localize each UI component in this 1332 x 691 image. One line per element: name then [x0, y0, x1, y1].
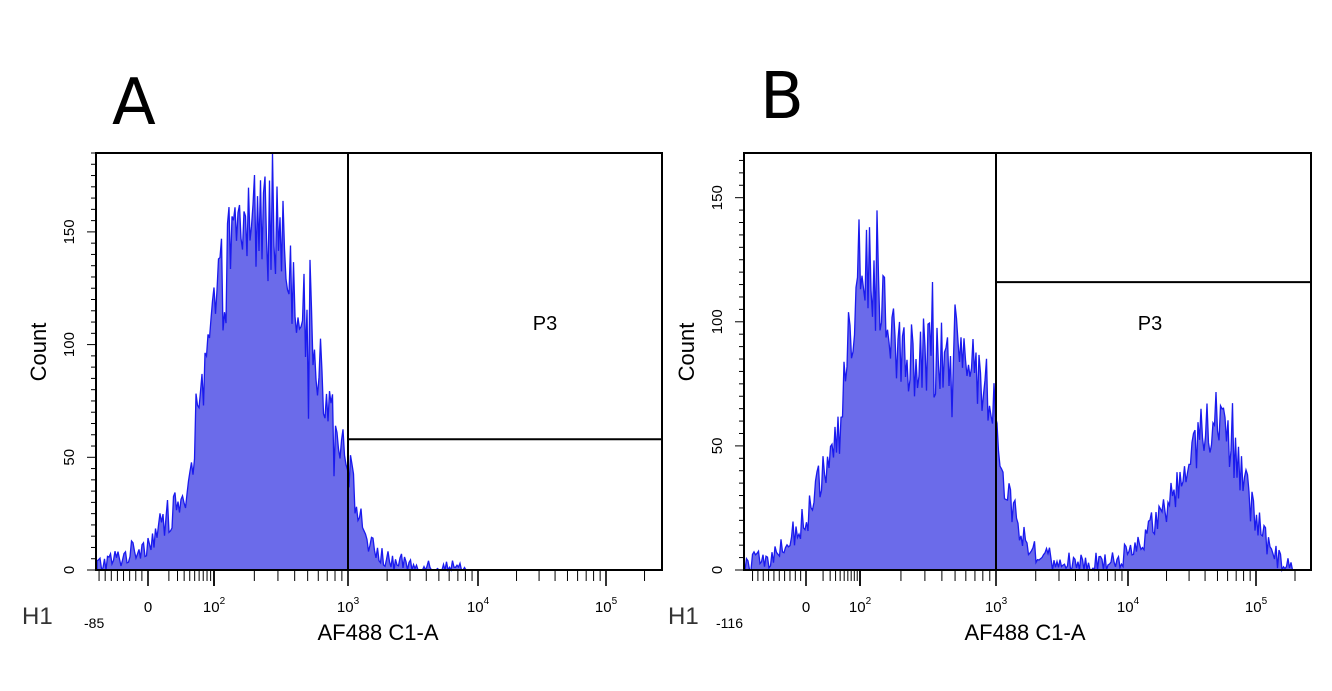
x-tick-label: 105 — [1245, 596, 1268, 616]
histogram-fill — [745, 210, 1295, 570]
histogram-area — [744, 210, 1295, 573]
gate-label: P3 — [1138, 313, 1162, 335]
x-tick-label: 102 — [203, 596, 226, 616]
gate-p3 — [347, 153, 662, 570]
x-axis-label: AF488 C1-A — [964, 620, 1085, 645]
x-tick-label: 0 — [802, 599, 810, 616]
histogram-label: H1 — [668, 603, 699, 630]
histogram-fill — [97, 153, 478, 570]
x-min-label: -85 — [84, 615, 104, 631]
x-min-label: -116 — [716, 615, 743, 631]
x-tick-label: 105 — [595, 596, 618, 616]
y-tick-label: 0 — [709, 566, 726, 574]
y-axis: 0 50 100 150 — [61, 152, 96, 574]
y-tick-label: 50 — [709, 438, 726, 455]
y-axis-label: Count — [26, 323, 51, 382]
panel-letter: B — [760, 60, 804, 134]
x-axis-label: AF488 C1-A — [317, 620, 438, 645]
histogram-outline — [744, 210, 1294, 573]
histogram-panel-b: B P3 0 50 100 150 0 102 103 104 105 Count AF488… — [668, 60, 1312, 645]
y-tick-label: 0 — [61, 566, 78, 574]
x-tick-label: 102 — [849, 596, 872, 616]
panel-letter: A — [112, 66, 156, 140]
x-axis: 0 102 103 104 105 — [752, 570, 1296, 616]
gate-p3 — [995, 153, 1311, 570]
histogram-area — [96, 152, 478, 572]
y-axis-label: Count — [674, 323, 699, 382]
y-tick-label: 150 — [709, 185, 726, 210]
histogram-outline — [96, 152, 478, 572]
y-tick-label: 100 — [61, 332, 78, 357]
plot-frame — [743, 152, 1312, 571]
x-tick-label: 0 — [144, 599, 152, 616]
histogram-label: H1 — [22, 603, 53, 630]
x-tick-label: 104 — [1117, 596, 1140, 616]
x-tick-label: 104 — [467, 596, 490, 616]
y-tick-label: 50 — [61, 449, 78, 466]
x-tick-label: 103 — [985, 596, 1008, 616]
gate-label: P3 — [533, 313, 557, 335]
x-tick-label: 103 — [337, 596, 360, 616]
x-axis: 0 102 103 104 105 — [98, 570, 646, 616]
plot-frame — [95, 152, 663, 571]
y-axis: 0 50 100 150 — [709, 159, 744, 574]
histogram-panel-a: A P3 0 50 100 150 0 102 103 104 105 Count AF488… — [22, 66, 663, 645]
y-tick-label: 150 — [61, 219, 78, 244]
y-tick-label: 100 — [709, 309, 726, 334]
